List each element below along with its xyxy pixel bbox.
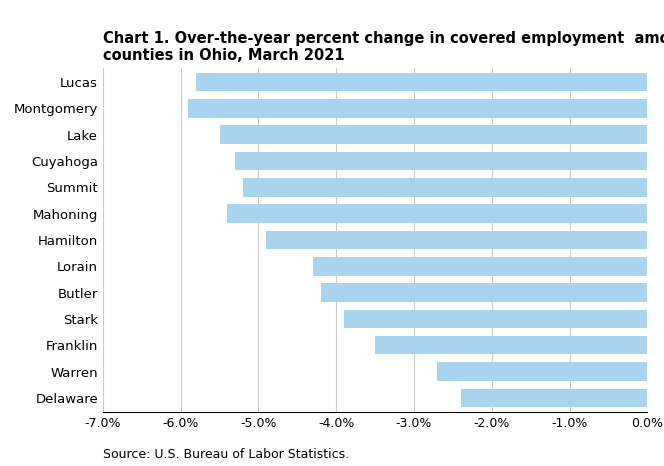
Bar [461, 389, 647, 407]
Bar [227, 205, 647, 223]
Bar [344, 310, 647, 328]
Bar [438, 363, 647, 381]
Bar [189, 99, 647, 117]
Bar [243, 178, 647, 197]
Text: Chart 1. Over-the-year percent change in covered employment  among  the largest
: Chart 1. Over-the-year percent change in… [103, 30, 664, 63]
Bar [321, 283, 647, 302]
Text: Source: U.S. Bureau of Labor Statistics.: Source: U.S. Bureau of Labor Statistics. [103, 448, 349, 461]
Bar [313, 257, 647, 275]
Bar [197, 73, 647, 91]
Bar [235, 152, 647, 170]
Bar [266, 231, 647, 249]
Bar [375, 336, 647, 355]
Bar [220, 125, 647, 144]
